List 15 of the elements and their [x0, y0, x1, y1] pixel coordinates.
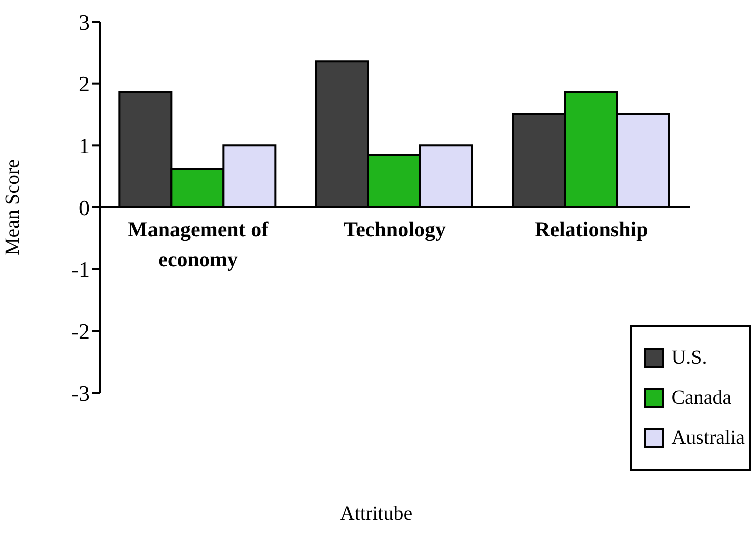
- y-tick-label: -1: [72, 257, 90, 282]
- legend-label: Canada: [670, 386, 733, 410]
- legend-label: Australia: [670, 426, 745, 450]
- y-tick-label: 1: [79, 133, 90, 158]
- x-tick-label: Relationship: [535, 217, 648, 242]
- y-axis-title: Mean Score: [2, 159, 24, 256]
- x-tick-label: Technology: [344, 217, 446, 242]
- y-tick-label: -2: [72, 318, 90, 344]
- y-tick-label: 3: [79, 10, 90, 35]
- x-tick-label: Management of economy: [128, 217, 270, 272]
- legend-label: U.S.: [670, 346, 708, 370]
- y-tick-label: 0: [79, 195, 90, 220]
- y-tick-label: 2: [79, 72, 90, 97]
- x-axis-title: Attritube: [339, 503, 414, 527]
- y-tick-label: -3: [72, 380, 90, 406]
